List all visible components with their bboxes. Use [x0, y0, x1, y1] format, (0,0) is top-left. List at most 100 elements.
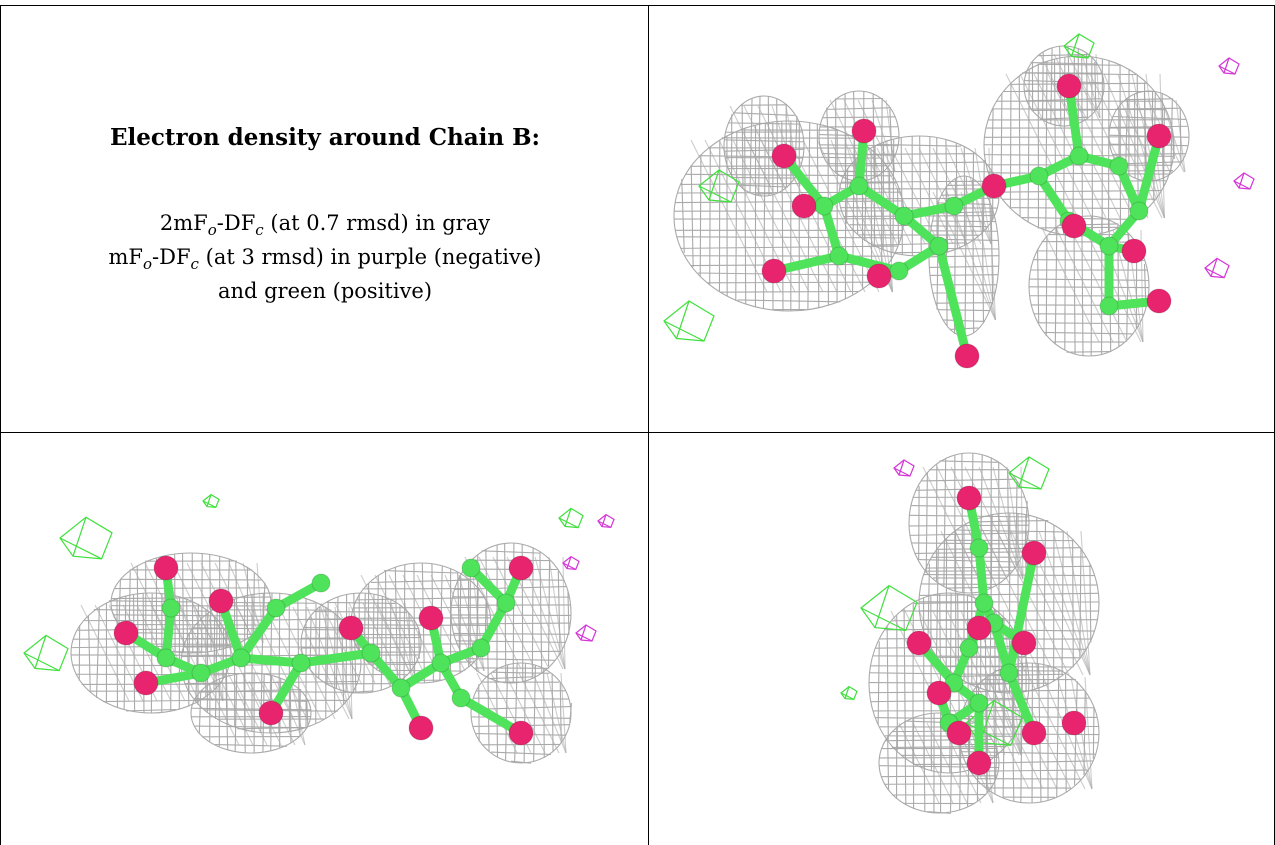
panel2-bond — [236, 653, 306, 668]
panel3-oxygen-atom — [946, 720, 972, 746]
positive-density-blob — [1063, 33, 1095, 59]
caption-title: Electron density around Chain B: — [109, 124, 541, 151]
panel1-oxygen-atom — [791, 193, 817, 219]
density-view-bottom-right — [649, 433, 1274, 845]
panel1-bond — [1034, 171, 1074, 226]
panel1-oxygen-atom — [1146, 288, 1172, 314]
panel1-carbon-atom — [849, 176, 869, 196]
panel3-oxygen-atom — [966, 750, 992, 776]
panel2-carbon-atom — [161, 598, 181, 618]
positive-density-blob — [663, 300, 715, 342]
gray-density-mesh — [1028, 215, 1150, 357]
panel1-oxygen-atom — [1146, 123, 1172, 149]
positive-density-blob — [558, 507, 584, 529]
gray-density-mesh — [958, 662, 1100, 804]
negative-density-blob — [1233, 172, 1255, 190]
panel2-carbon-atom — [156, 648, 176, 668]
panel2-oxygen-atom — [208, 588, 234, 614]
panel1-oxygen-atom — [1121, 238, 1147, 264]
panel2-carbon-atom — [391, 678, 411, 698]
density-view-bottom-left-image — [23, 493, 615, 764]
negative-density-blob — [562, 555, 580, 571]
negative-density-blob — [1204, 257, 1230, 279]
panel1-oxygen-atom — [866, 263, 892, 289]
panel2-carbon-atom — [451, 688, 471, 708]
density-view-bottom-left — [1, 433, 648, 845]
panel2-oxygen-atom — [258, 700, 284, 726]
panel2-carbon-atom — [291, 653, 311, 673]
caption-line-1: 2mFo-DFc (at 0.7 rmsd) in gray — [159, 211, 491, 239]
panel2-carbon-atom — [191, 663, 211, 683]
panel1-carbon-atom — [829, 246, 849, 266]
positive-density-blob — [698, 169, 740, 203]
caption-text: 2mFo-DFc (at 0.7 rmsd) in gray mFo-DFc (… — [1, 206, 648, 308]
panel1-carbon-atom — [929, 236, 949, 256]
panel1-bond — [854, 181, 909, 221]
negative-density-blob — [1218, 57, 1240, 75]
panel1-carbon-atom — [1069, 146, 1089, 166]
panel2-carbon-atom — [471, 638, 491, 658]
panel1-carbon-atom — [814, 196, 834, 216]
panel1-oxygen-atom — [981, 173, 1007, 199]
panel1-oxygen-atom — [1056, 73, 1082, 99]
panel3-bond — [974, 543, 989, 608]
panel1-oxygen-atom — [771, 143, 797, 169]
panel1-carbon-atom — [889, 261, 909, 281]
panel3-bond — [1004, 548, 1039, 678]
panel1-bond — [834, 251, 904, 276]
panel1-carbon-atom — [1129, 201, 1149, 221]
panel1-carbon-atom — [1029, 166, 1049, 186]
table-border-top — [0, 5, 1275, 6]
positive-density-blob — [860, 584, 918, 632]
panel2-oxygen-atom — [153, 555, 179, 581]
panel3-oxygen-atom — [956, 485, 982, 511]
table-border-left — [0, 5, 1, 845]
panel2-carbon-atom — [496, 593, 516, 613]
panel2-oxygen-atom — [113, 620, 139, 646]
panel3-oxygen-atom — [926, 680, 952, 706]
panel1-carbon-atom — [894, 206, 914, 226]
panel2-carbon-atom — [461, 558, 481, 578]
panel1-carbon-atom — [944, 196, 964, 216]
panel3-oxygen-atom — [1021, 540, 1047, 566]
panel2-oxygen-atom — [408, 715, 434, 741]
density-view-top-right — [649, 6, 1274, 432]
panel1-oxygen-atom — [851, 118, 877, 144]
panel3-oxygen-atom — [1021, 720, 1047, 746]
panel3-carbon-atom — [969, 693, 989, 713]
positive-density-blob — [23, 634, 69, 672]
panel3-carbon-atom — [969, 538, 989, 558]
panel1-bond — [934, 241, 972, 361]
panel3-oxygen-atom — [906, 630, 932, 656]
negative-density-blob — [575, 624, 597, 642]
panel2-oxygen-atom — [508, 555, 534, 581]
panel2-oxygen-atom — [133, 670, 159, 696]
panel1-carbon-atom — [1099, 236, 1119, 256]
density-view-bottom-right-image — [840, 452, 1100, 814]
panel2-carbon-atom — [231, 648, 251, 668]
panel2-oxygen-atom — [418, 605, 444, 631]
density-view-top-right-image — [663, 33, 1255, 369]
panel1-carbon-atom — [1109, 156, 1129, 176]
panel3-carbon-atom — [959, 638, 979, 658]
positive-density-blob — [1008, 456, 1050, 490]
negative-density-blob — [893, 459, 915, 477]
panel1-oxygen-atom — [761, 258, 787, 284]
panel1-bond — [1134, 131, 1164, 216]
panel2-carbon-atom — [361, 643, 381, 663]
panel3-oxygen-atom — [1061, 710, 1087, 736]
panel3-carbon-atom — [974, 593, 994, 613]
caption-line-3: and green (positive) — [217, 279, 433, 303]
caption-line-2: mFo-DFc (at 3 rmsd) in purple (negative) — [108, 245, 542, 273]
panel2-oxygen-atom — [508, 720, 534, 746]
panel3-oxygen-atom — [966, 615, 992, 641]
panel2-carbon-atom — [266, 598, 286, 618]
positive-density-blob — [59, 516, 113, 560]
table-border-middle — [0, 432, 1275, 433]
panel1-oxygen-atom — [1061, 213, 1087, 239]
panel1-oxygen-atom — [954, 343, 980, 369]
panel2-carbon-atom — [431, 653, 451, 673]
negative-density-blob — [597, 513, 615, 529]
panel2-carbon-atom — [311, 573, 331, 593]
